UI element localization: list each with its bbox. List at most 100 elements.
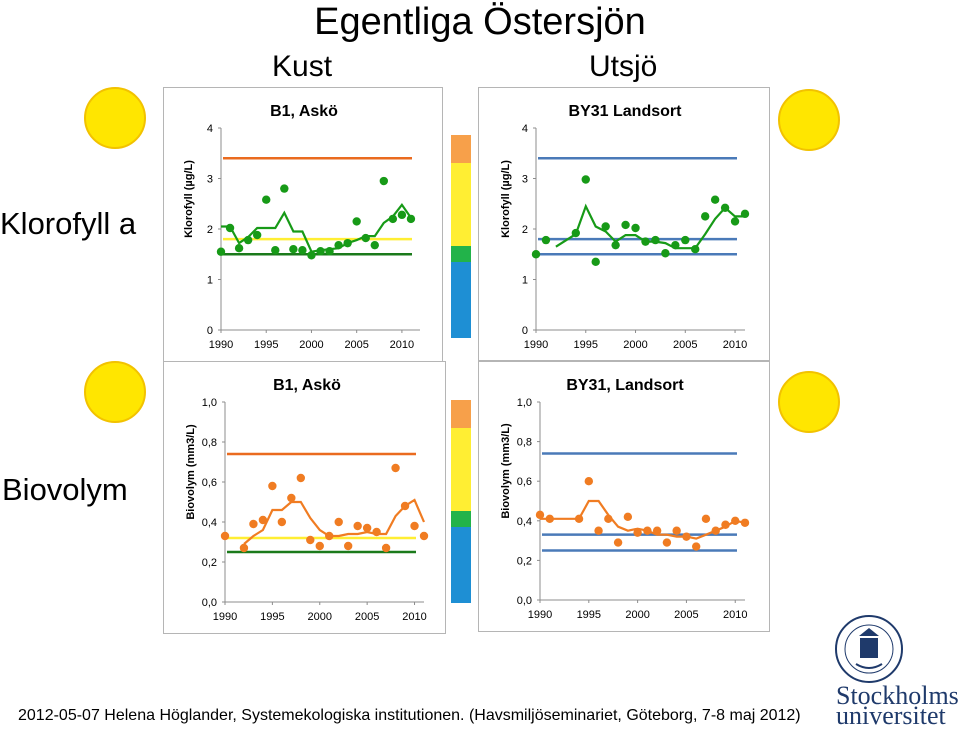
x-tick-label: 1995 xyxy=(577,609,601,621)
data-point xyxy=(584,477,594,486)
data-point xyxy=(651,235,660,245)
data-point xyxy=(316,247,325,256)
data-point xyxy=(307,251,316,260)
data-point xyxy=(633,528,642,537)
status-scale-biovolume xyxy=(451,400,471,603)
data-point xyxy=(325,247,334,256)
data-point xyxy=(277,517,287,527)
y-tick-label: 2 xyxy=(522,224,528,236)
x-tick-label: 2010 xyxy=(723,339,747,351)
y-tick-label: 3 xyxy=(207,174,213,186)
y-axis-label: Biovolym (mm3/L) xyxy=(500,423,512,519)
scale-band-green xyxy=(451,246,471,262)
data-point xyxy=(535,510,545,520)
x-tick-label: 1990 xyxy=(528,609,552,621)
footer-citation: 2012-05-07 Helena Höglander, Systemekolo… xyxy=(18,707,801,724)
y-tick-label: 0,2 xyxy=(202,557,217,569)
data-point xyxy=(643,526,652,535)
x-tick-label: 2000 xyxy=(308,611,332,623)
data-point xyxy=(271,246,280,255)
data-point xyxy=(268,481,277,491)
data-point xyxy=(641,237,650,246)
data-point xyxy=(604,514,613,524)
data-point xyxy=(258,515,268,525)
coast-label: Kust xyxy=(272,50,333,83)
x-tick-label: 2010 xyxy=(390,339,414,351)
data-point xyxy=(334,240,343,250)
data-point xyxy=(379,176,389,186)
logo-line2: universitet xyxy=(836,701,946,730)
university-seal-logo xyxy=(835,615,903,683)
row-label-biovolume: Biovolym xyxy=(2,472,128,507)
logo-line1: Stockholms xyxy=(836,681,959,710)
data-point xyxy=(262,195,271,204)
data-point xyxy=(691,542,701,551)
data-point xyxy=(243,235,253,245)
data-point xyxy=(400,501,410,511)
data-point xyxy=(381,543,391,553)
page-title: Egentliga Östersjön xyxy=(314,1,646,43)
status-circle-offshore-biovolume xyxy=(778,371,840,433)
x-tick-label: 2010 xyxy=(723,609,747,621)
scale-band-orange xyxy=(451,400,471,428)
chart-title: B1, Askö xyxy=(270,103,338,120)
offshore-label: Utsjö xyxy=(589,50,658,83)
data-point xyxy=(581,175,590,184)
y-axis-label: Klorofyll (µg/L) xyxy=(183,160,195,238)
y-tick-label: 0,6 xyxy=(517,476,532,488)
data-point xyxy=(239,543,249,553)
y-tick-label: 0,4 xyxy=(202,517,217,529)
data-point xyxy=(710,195,720,204)
chart-title: B1, Askö xyxy=(273,377,341,394)
y-tick-label: 1,0 xyxy=(517,397,532,409)
x-tick-label: 2005 xyxy=(344,339,368,351)
data-point xyxy=(220,531,230,541)
y-tick-label: 4 xyxy=(522,123,528,135)
data-point xyxy=(613,538,623,547)
data-point xyxy=(541,235,551,245)
scale-band-orange xyxy=(451,135,471,163)
data-point xyxy=(531,250,541,259)
data-point xyxy=(353,521,362,531)
data-point xyxy=(296,473,306,483)
x-tick-label: 1995 xyxy=(254,339,278,351)
y-tick-label: 0,0 xyxy=(517,595,532,607)
data-point xyxy=(334,517,343,527)
data-point xyxy=(234,243,244,253)
y-tick-label: 0,8 xyxy=(202,437,217,449)
data-point xyxy=(419,531,429,541)
data-point xyxy=(306,535,315,545)
data-point xyxy=(671,240,680,250)
y-axis-label: Biovolym (mm3/L) xyxy=(185,424,197,520)
data-point xyxy=(298,246,307,255)
data-point xyxy=(249,519,258,529)
data-point xyxy=(701,514,711,524)
data-point xyxy=(672,526,681,535)
data-point xyxy=(594,526,603,535)
data-point xyxy=(661,249,670,258)
data-point xyxy=(682,532,691,541)
data-point xyxy=(711,526,720,535)
x-tick-label: 2010 xyxy=(402,611,426,623)
chart-panel-offshore-biovolume: BY31, Landsort Biovolym (mm3/L) 0,0 0,2 0,4 0… xyxy=(478,361,770,632)
chart-coast-biovolume: B1, Askö Biovolym (mm3/L) 0,0 0,2 0,4 0,6 0,8 1… xyxy=(185,377,429,623)
data-point xyxy=(343,238,352,248)
data-point xyxy=(391,463,400,473)
data-point xyxy=(574,514,584,524)
data-point xyxy=(370,240,379,250)
chart-title: BY31, Landsort xyxy=(566,377,684,394)
trend-line xyxy=(221,202,412,253)
scale-band-yellow xyxy=(451,428,471,511)
trend-line xyxy=(555,203,745,250)
status-circle-coast-biovolume xyxy=(84,361,146,423)
x-tick-label: 1990 xyxy=(213,611,237,623)
data-point xyxy=(325,531,334,541)
y-tick-label: 4 xyxy=(207,123,213,135)
y-axis-label: Klorofyll (µg/L) xyxy=(500,160,512,238)
data-point xyxy=(280,184,289,193)
data-point xyxy=(621,220,630,230)
y-tick-label: 0 xyxy=(207,325,213,337)
y-tick-label: 0 xyxy=(522,325,528,337)
x-tick-label: 1995 xyxy=(574,339,598,351)
data-point xyxy=(225,223,235,233)
